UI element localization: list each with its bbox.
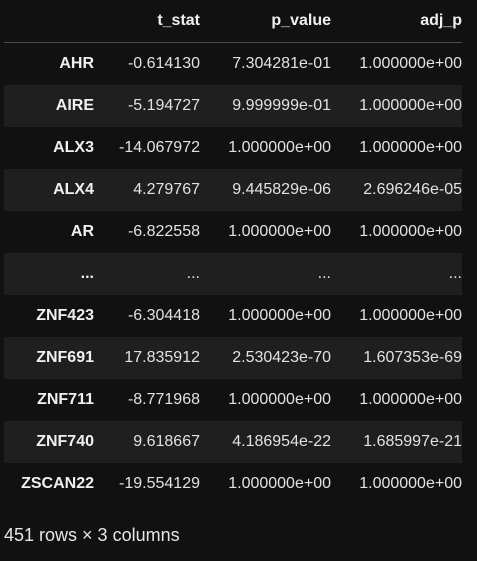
cell-t-stat: -0.614130 [94,42,200,85]
table-row: AR -6.822558 1.000000e+00 1.000000e+00 [4,211,462,253]
row-index: ZNF423 [4,295,94,337]
cell-p-value: 1.000000e+00 [200,127,331,169]
row-index: ... [4,253,94,295]
row-index: AR [4,211,94,253]
cell-t-stat: ... [94,253,200,295]
table-row: ALX4 4.279767 9.445829e-06 2.696246e-05 [4,169,462,211]
cell-p-value: ... [200,253,331,295]
table-row: ZNF691 17.835912 2.530423e-70 1.607353e-… [4,337,462,379]
cell-adj-p: ... [331,253,462,295]
row-index: ZSCAN22 [4,463,94,505]
cell-adj-p: 1.000000e+00 [331,127,462,169]
column-header-adj-p: adj_p [331,0,462,43]
cell-p-value: 1.000000e+00 [200,211,331,253]
ellipsis-row: ... ... ... ... [4,253,462,295]
column-header-p-value: p_value [200,0,331,43]
row-index: ZNF740 [4,421,94,463]
cell-p-value: 1.000000e+00 [200,463,331,505]
cell-t-stat: -8.771968 [94,379,200,421]
table-row: ZNF711 -8.771968 1.000000e+00 1.000000e+… [4,379,462,421]
cell-t-stat: 9.618667 [94,421,200,463]
row-index: ALX3 [4,127,94,169]
cell-p-value: 1.000000e+00 [200,379,331,421]
cell-t-stat: -6.822558 [94,211,200,253]
index-header [4,0,94,43]
row-index: ALX4 [4,169,94,211]
cell-adj-p: 2.696246e-05 [331,169,462,211]
row-index: AHR [4,42,94,85]
cell-p-value: 9.445829e-06 [200,169,331,211]
dataframe-shape-summary: 451 rows × 3 columns [4,525,180,545]
row-index: ZNF691 [4,337,94,379]
table-row: ZNF423 -6.304418 1.000000e+00 1.000000e+… [4,295,462,337]
row-index: AIRE [4,85,94,127]
header-row: t_stat p_value adj_p [4,0,462,43]
table-row: ZNF740 9.618667 4.186954e-22 1.685997e-2… [4,421,462,463]
dataframe-table: t_stat p_value adj_p AHR -0.614130 7.304… [4,0,462,505]
cell-adj-p: 1.607353e-69 [331,337,462,379]
table-row: AIRE -5.194727 9.999999e-01 1.000000e+00 [4,85,462,127]
cell-t-stat: 17.835912 [94,337,200,379]
cell-t-stat: 4.279767 [94,169,200,211]
cell-p-value: 7.304281e-01 [200,42,331,85]
row-index: ZNF711 [4,379,94,421]
table-row: ZSCAN22 -19.554129 1.000000e+00 1.000000… [4,463,462,505]
cell-p-value: 1.000000e+00 [200,295,331,337]
cell-adj-p: 1.000000e+00 [331,211,462,253]
table-row: AHR -0.614130 7.304281e-01 1.000000e+00 [4,42,462,85]
cell-adj-p: 1.685997e-21 [331,421,462,463]
cell-adj-p: 1.000000e+00 [331,379,462,421]
column-header-t-stat: t_stat [94,0,200,43]
cell-t-stat: -5.194727 [94,85,200,127]
cell-adj-p: 1.000000e+00 [331,42,462,85]
table-row: ALX3 -14.067972 1.000000e+00 1.000000e+0… [4,127,462,169]
cell-adj-p: 1.000000e+00 [331,85,462,127]
cell-t-stat: -6.304418 [94,295,200,337]
cell-p-value: 2.530423e-70 [200,337,331,379]
cell-t-stat: -19.554129 [94,463,200,505]
cell-adj-p: 1.000000e+00 [331,295,462,337]
cell-p-value: 9.999999e-01 [200,85,331,127]
cell-p-value: 4.186954e-22 [200,421,331,463]
cell-t-stat: -14.067972 [94,127,200,169]
cell-adj-p: 1.000000e+00 [331,463,462,505]
